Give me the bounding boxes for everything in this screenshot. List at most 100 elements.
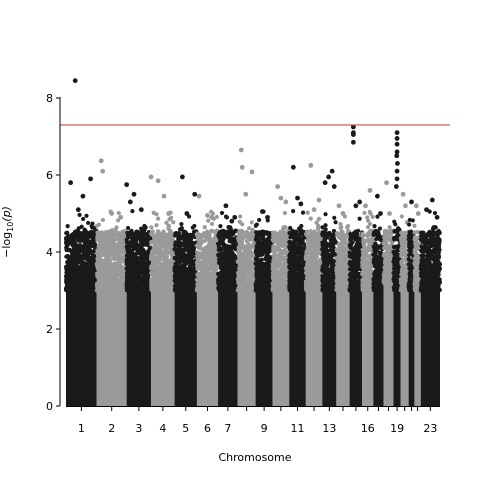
snp-point [254,272,259,277]
snp-point [261,238,267,243]
snp-point [152,250,157,255]
snp-point [105,229,110,234]
snp-point [80,272,85,277]
snp-point [273,253,278,258]
snp-point [242,263,247,268]
snp-point [73,245,78,251]
snp-point [149,231,154,236]
snp-point [240,222,245,227]
snp-point [277,263,282,269]
snp-point [151,266,157,271]
snp-point [257,241,262,247]
snp-point [195,277,200,283]
snp-point [65,224,70,229]
snp-point [214,214,219,220]
snp-point [139,280,144,285]
snp-point [257,217,262,223]
snp-point [65,247,70,252]
snp-point [142,223,147,229]
snp-point [220,240,225,245]
snp-point [64,269,69,275]
snp-point [110,234,115,239]
snp-point [182,229,188,235]
snp-point [199,260,204,265]
snp-point [120,237,125,243]
snp-point [176,250,181,255]
snp-point [132,255,137,260]
snp-point [69,277,75,282]
snp-point [205,247,211,252]
snp-point [82,255,87,261]
snp-point [165,271,170,277]
snp-point [127,268,132,273]
snp-point [175,270,180,275]
snp-point [145,277,150,282]
snp-point [84,213,89,218]
snp-point [129,288,135,293]
snp-point [64,237,69,242]
snp-point [87,232,92,237]
snp-point [206,231,211,236]
snp-point [159,238,165,244]
snp-outlier-point [205,213,210,218]
snp-point [111,238,116,244]
snp-point [125,287,130,292]
snp-point [78,269,83,274]
snp-point [171,220,176,225]
snp-point [203,279,208,284]
chromosome-9-dense-points [255,282,273,406]
snp-point [155,231,160,236]
snp-point [76,229,81,235]
snp-point [179,265,185,270]
snp-point [262,286,267,291]
snp-point [102,233,107,239]
snp-outlier-point [209,214,215,220]
snp-point [174,232,179,237]
snp-point [195,272,200,277]
snp-point [181,256,186,261]
snp-point [105,232,111,238]
snp-point [181,269,186,274]
snp-point [64,264,69,269]
snp-point [150,280,155,285]
snp-point [100,217,106,223]
snp-point [226,231,231,236]
snp-point [272,287,277,292]
chromosome-7-points [215,203,240,406]
snp-point [116,248,122,253]
snp-point [187,271,192,276]
chromosome-2-dense-points [96,282,127,406]
snp-point [140,254,145,259]
snp-point [128,280,134,285]
snp-point [99,253,104,258]
snp-point [254,266,259,271]
snp-point [131,242,136,247]
snp-outlier-point [124,182,130,188]
snp-point [255,249,261,254]
snp-point [156,216,161,221]
snp-outlier-point [184,211,190,216]
snp-point [157,248,162,253]
snp-point [124,278,130,283]
snp-point [132,245,137,250]
snp-point [126,235,131,240]
snp-point [169,274,174,279]
snp-point [90,221,95,226]
snp-point [168,215,174,220]
snp-outlier-point [127,199,133,205]
snp-outlier-point [192,191,198,197]
snp-point [176,262,181,267]
snp-point [85,278,90,283]
snp-point [200,270,205,275]
snp-point [127,255,132,260]
snp-point [75,272,81,277]
snp-point [135,234,141,239]
chromosome-4-dense-points [151,282,175,406]
snp-point [129,263,134,268]
snp-point [124,257,129,262]
snp-point [79,232,84,237]
snp-point [85,271,90,276]
chromosome-7-dense-points [218,282,238,406]
snp-point [166,223,171,228]
snp-outlier-point [196,193,202,199]
